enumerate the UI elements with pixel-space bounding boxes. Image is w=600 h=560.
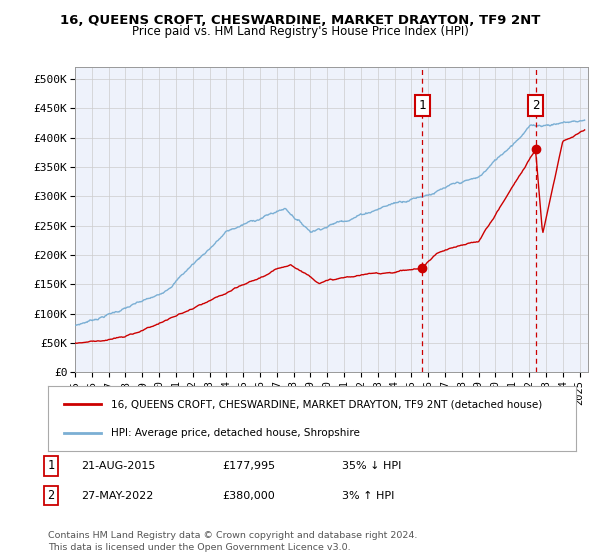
Text: 2: 2 — [532, 99, 539, 112]
Text: 16, QUEENS CROFT, CHESWARDINE, MARKET DRAYTON, TF9 2NT (detached house): 16, QUEENS CROFT, CHESWARDINE, MARKET DR… — [112, 399, 542, 409]
Text: 21-AUG-2015: 21-AUG-2015 — [81, 461, 155, 471]
Text: 2: 2 — [47, 489, 55, 502]
Text: 16, QUEENS CROFT, CHESWARDINE, MARKET DRAYTON, TF9 2NT: 16, QUEENS CROFT, CHESWARDINE, MARKET DR… — [60, 14, 540, 27]
Text: 1: 1 — [418, 99, 426, 112]
Text: 3% ↑ HPI: 3% ↑ HPI — [342, 491, 394, 501]
Text: 35% ↓ HPI: 35% ↓ HPI — [342, 461, 401, 471]
Text: £177,995: £177,995 — [222, 461, 275, 471]
Text: 1: 1 — [47, 459, 55, 473]
Text: Contains HM Land Registry data © Crown copyright and database right 2024.
This d: Contains HM Land Registry data © Crown c… — [48, 531, 418, 552]
Text: 27-MAY-2022: 27-MAY-2022 — [81, 491, 154, 501]
Text: £380,000: £380,000 — [222, 491, 275, 501]
Text: Price paid vs. HM Land Registry's House Price Index (HPI): Price paid vs. HM Land Registry's House … — [131, 25, 469, 38]
Text: HPI: Average price, detached house, Shropshire: HPI: Average price, detached house, Shro… — [112, 428, 360, 438]
